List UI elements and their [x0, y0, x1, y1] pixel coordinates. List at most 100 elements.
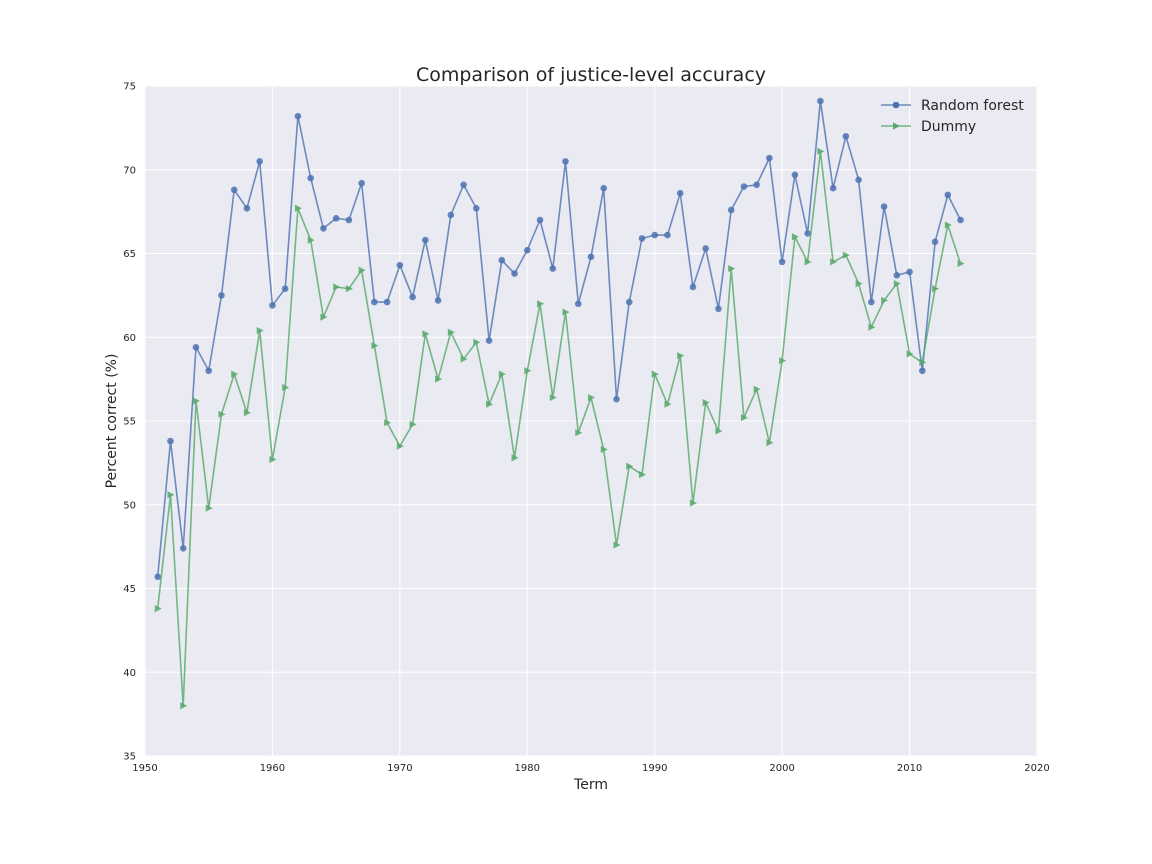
data-point — [715, 427, 723, 435]
data-point — [179, 545, 187, 552]
y-axis-label: Percent correct (%) — [104, 354, 120, 489]
data-point — [842, 251, 850, 259]
data-point — [638, 471, 646, 479]
data-point — [218, 292, 225, 299]
data-point — [256, 326, 264, 335]
data-point — [651, 370, 659, 378]
x-tick-label: 1950 — [132, 763, 157, 774]
legend-marker — [892, 101, 900, 109]
data-point — [523, 246, 531, 254]
data-point — [192, 344, 200, 351]
series-dummy — [154, 147, 965, 710]
data-point — [447, 211, 455, 219]
data-point — [434, 297, 442, 304]
legend-marker — [893, 122, 900, 130]
data-point — [358, 266, 366, 274]
data-point — [753, 385, 761, 393]
data-point — [180, 702, 188, 710]
data-point — [282, 383, 290, 392]
data-point — [205, 504, 213, 512]
series-line — [156, 150, 962, 707]
data-point — [154, 605, 162, 613]
series-group — [154, 97, 965, 710]
data-point — [333, 283, 341, 291]
data-point — [320, 313, 328, 321]
data-point — [294, 112, 302, 120]
legend: Random forest Dummy — [881, 98, 1024, 135]
data-point — [906, 350, 914, 358]
data-point — [919, 358, 927, 366]
data-point — [409, 293, 416, 301]
y-tick-label: 50 — [123, 500, 136, 511]
data-point — [562, 158, 569, 165]
data-point — [486, 400, 494, 408]
data-point — [524, 367, 532, 375]
legend-item: Dummy — [881, 119, 976, 135]
data-point — [881, 296, 889, 304]
data-point — [817, 97, 824, 105]
data-point — [396, 261, 404, 269]
data-point — [396, 442, 404, 450]
data-point — [778, 258, 786, 266]
data-point — [588, 393, 595, 402]
data-point — [638, 235, 646, 242]
x-axis-ticks: 1950 1960 1970 1980 1990 2000 2010 2020 — [132, 763, 1049, 774]
data-point — [167, 491, 175, 499]
y-tick-label: 75 — [123, 82, 136, 93]
data-point — [345, 216, 353, 224]
data-point — [218, 410, 226, 418]
x-tick-label: 1990 — [642, 763, 667, 774]
data-point — [957, 259, 965, 268]
x-axis-label: Term — [573, 777, 608, 793]
data-point — [371, 342, 379, 350]
legend-label: Random forest — [921, 98, 1024, 114]
data-point — [243, 204, 251, 212]
y-tick-label: 70 — [123, 165, 136, 176]
data-point — [651, 231, 659, 239]
y-tick-label: 35 — [123, 752, 136, 763]
data-point — [868, 298, 875, 306]
data-point — [332, 215, 340, 222]
chart-title: Comparison of justice-level accuracy — [416, 64, 766, 86]
data-point — [613, 541, 621, 549]
data-point — [804, 230, 811, 237]
data-point — [345, 285, 353, 293]
data-point — [727, 206, 735, 214]
data-point — [231, 370, 239, 378]
data-point — [868, 323, 876, 331]
data-point — [613, 395, 620, 403]
data-point — [269, 302, 276, 309]
data-point — [893, 280, 901, 288]
data-point — [511, 454, 519, 462]
data-point — [702, 398, 710, 407]
data-point — [677, 352, 685, 360]
data-point — [791, 171, 799, 179]
data-point — [702, 245, 709, 252]
data-point — [931, 238, 939, 246]
data-point — [842, 132, 850, 140]
data-point — [562, 308, 570, 316]
data-point — [626, 462, 634, 470]
data-point — [664, 231, 671, 239]
data-point — [791, 233, 799, 241]
data-point — [422, 330, 430, 338]
data-point — [855, 176, 862, 184]
data-point — [422, 236, 429, 244]
data-point — [728, 264, 736, 273]
data-point — [944, 191, 952, 199]
x-tick-label: 1980 — [515, 763, 540, 774]
data-point — [383, 298, 391, 306]
data-point — [460, 355, 468, 363]
data-point — [600, 445, 608, 454]
x-tick-label: 2010 — [897, 763, 922, 774]
data-point — [498, 256, 506, 264]
data-point — [676, 189, 684, 197]
x-tick-label: 1960 — [260, 763, 285, 774]
data-point — [893, 271, 901, 279]
data-point — [625, 298, 633, 306]
data-point — [167, 437, 174, 445]
data-point — [358, 179, 365, 187]
data-point — [537, 300, 545, 308]
series-random-forest — [154, 97, 964, 581]
data-point — [664, 400, 672, 408]
